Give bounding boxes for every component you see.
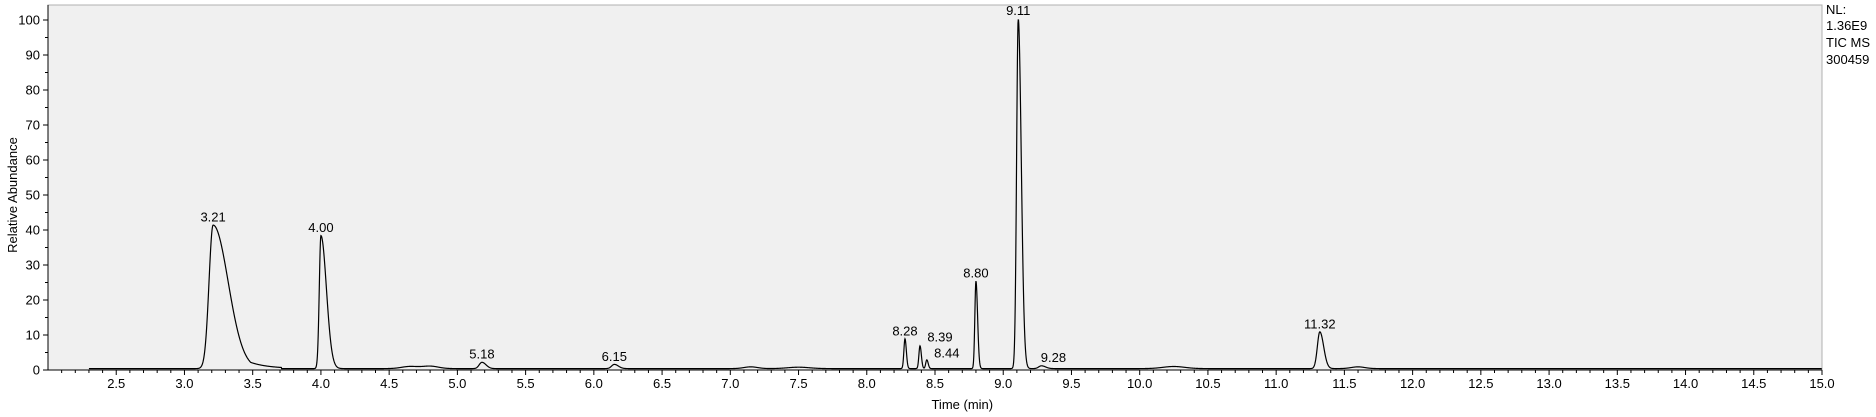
y-tick-label: 50	[26, 188, 40, 203]
x-tick-label: 12.5	[1468, 376, 1493, 391]
peak-label: 8.80	[963, 266, 988, 281]
peak-label: 9.28	[1041, 350, 1066, 365]
y-axis-ticks: 0 10 20 30 40 50 60 70 80 90 100	[18, 13, 48, 378]
plot-area	[47, 4, 1823, 371]
y-tick-label: 0	[33, 363, 40, 378]
y-tick-label: 30	[26, 258, 40, 273]
peak-label: 9.11	[1006, 3, 1030, 18]
y-tick-label: 20	[26, 293, 40, 308]
y-tick-label: 80	[26, 83, 40, 98]
peak-label: 5.18	[469, 347, 494, 362]
peak-label: 6.15	[602, 349, 627, 364]
x-tick-label: 4.5	[380, 376, 398, 391]
x-tick-label: 9.0	[994, 376, 1012, 391]
x-tick-label: 15.0	[1809, 376, 1834, 391]
y-tick-label: 10	[26, 328, 40, 343]
tic-trace	[88, 19, 1822, 370]
peak-label: 4.00	[308, 220, 333, 235]
peak-label: 8.28	[892, 323, 917, 338]
x-tick-label: 14.0	[1673, 376, 1698, 391]
x-tick-label: 11.5	[1332, 376, 1356, 391]
x-tick-label: 7.5	[789, 376, 807, 391]
x-tick-label: 11.0	[1264, 376, 1288, 391]
x-tick-label: 8.0	[858, 376, 876, 391]
y-tick-label: 100	[18, 13, 40, 28]
x-tick-label: 8.5	[926, 376, 944, 391]
x-tick-label: 14.5	[1741, 376, 1766, 391]
y-axis-title: Relative Abundance	[5, 137, 20, 253]
y-tick-label: 40	[26, 223, 40, 238]
x-tick-label: 13.5	[1605, 376, 1630, 391]
y-tick-label: 70	[26, 118, 40, 133]
x-tick-label: 13.0	[1536, 376, 1561, 391]
y-tick-label: 60	[26, 153, 40, 168]
scan-type: TIC MS	[1826, 35, 1870, 50]
x-axis-title: Time (min)	[931, 397, 993, 412]
x-tick-label: 5.0	[448, 376, 466, 391]
peak-label: 11.32	[1304, 316, 1336, 331]
x-axis-ticks: 2.5 3.0 3.5 4.0 4.5 5.0 5.5 6.0 6.5 7.0 7.5 8.0 8.5 9…	[61, 370, 1835, 391]
peak-label: 8.44	[934, 345, 959, 360]
x-tick-label: 10.0	[1127, 376, 1152, 391]
x-tick-label: 3.5	[244, 376, 262, 391]
peak-label: 8.39	[927, 329, 952, 344]
x-tick-label: 7.0	[721, 376, 739, 391]
file-name: 300459	[1826, 52, 1869, 67]
y-tick-label: 90	[26, 48, 40, 63]
nl-label: NL:	[1826, 2, 1846, 17]
x-tick-label: 3.0	[175, 376, 193, 391]
x-tick-label: 5.5	[517, 376, 535, 391]
x-tick-label: 6.0	[585, 376, 603, 391]
x-tick-label: 2.5	[107, 376, 125, 391]
x-tick-label: 10.5	[1195, 376, 1220, 391]
x-tick-label: 12.0	[1400, 376, 1425, 391]
peak-label: 3.21	[200, 210, 225, 225]
nl-value: 1.36E9	[1826, 18, 1867, 33]
peak-labels: 3.21 4.00 5.18 6.15 8.28 8.398.44 8.80 9.11 9.28…	[200, 3, 1335, 365]
x-tick-label: 4.0	[312, 376, 330, 391]
x-tick-label: 9.5	[1062, 376, 1080, 391]
x-tick-label: 6.5	[653, 376, 671, 391]
